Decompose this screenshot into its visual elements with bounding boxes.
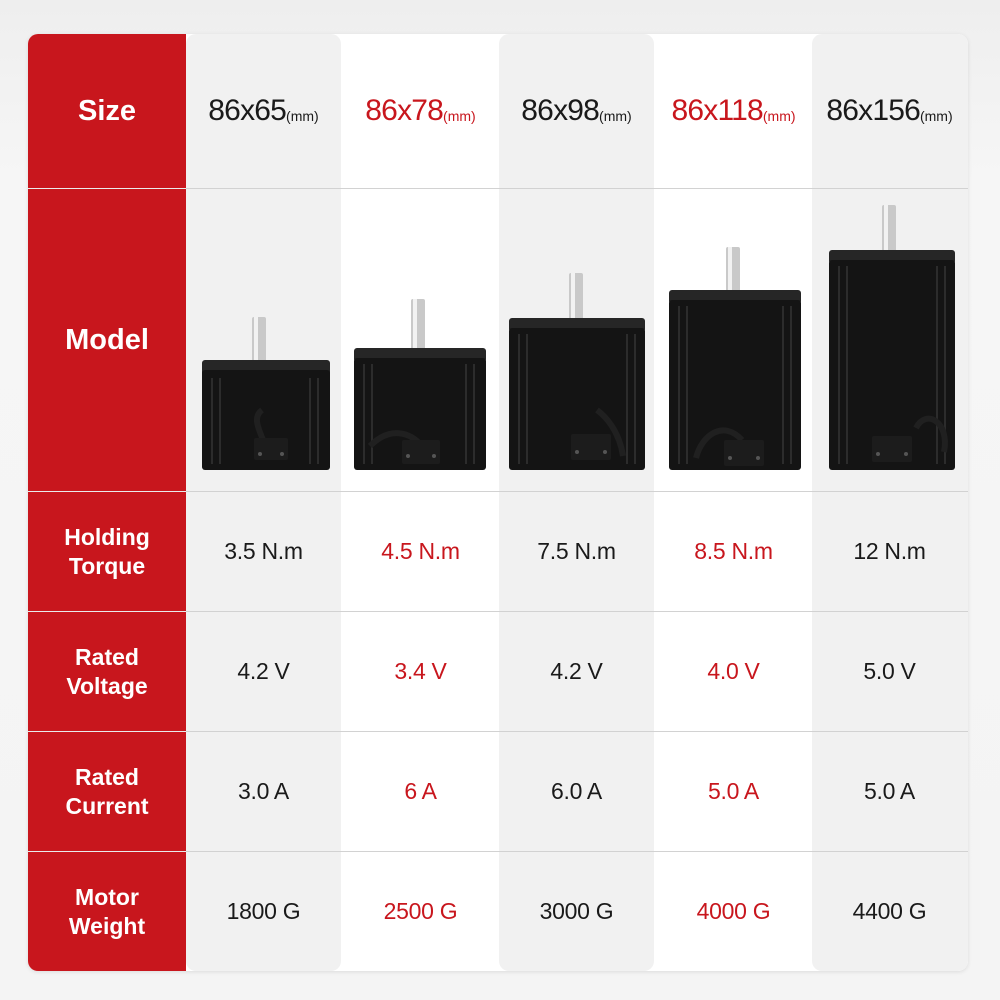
motor-weight-cell: 4000 G	[696, 898, 771, 924]
stepper-motor-86x65-image	[202, 317, 330, 470]
size-cell: 86x65 (mm)	[186, 34, 341, 188]
label-divider	[28, 731, 186, 732]
rated-current-cell: 6.0 A	[551, 778, 602, 804]
size-unit: (mm)	[286, 108, 319, 124]
column-background-3	[499, 34, 654, 971]
motor-weight-cell: 4400 G	[852, 898, 927, 924]
size-value: 86x156	[826, 94, 920, 127]
size-unit: (mm)	[599, 108, 632, 124]
motor-weight-cell: 3000 G	[539, 898, 614, 924]
row-label-holding-torque: Holding Torque	[28, 492, 186, 611]
rated-current-cell: 5.0 A	[864, 778, 915, 804]
row-label-rated-voltage: Rated Voltage	[28, 612, 186, 731]
holding-torque-cell: 3.5 N.m	[224, 538, 303, 564]
row-divider	[28, 611, 968, 612]
row-label-size: Size	[28, 34, 186, 188]
holding-torque-cell: 4.5 N.m	[381, 538, 460, 564]
row-label-column	[28, 34, 186, 971]
label-divider	[28, 611, 186, 612]
size-cell: 86x98 (mm)	[499, 34, 654, 188]
label-divider	[28, 851, 186, 852]
row-label-line: Rated	[75, 643, 139, 670]
row-divider	[28, 851, 968, 852]
row-divider	[28, 188, 968, 189]
row-label-line: Motor	[75, 883, 139, 910]
column-background-2	[341, 34, 499, 971]
size-unit: (mm)	[919, 108, 953, 124]
holding-torque-cell: 7.5 N.m	[537, 538, 616, 564]
rated-current-cell: 6 A	[404, 778, 437, 804]
column-background-1	[186, 34, 341, 971]
motor-weight-cell: 2500 G	[383, 898, 458, 924]
label-divider	[28, 188, 186, 189]
size-cell: 86x156 (mm)	[812, 34, 967, 188]
row-label-model-text: Model	[65, 323, 149, 356]
size-value: 86x118	[671, 94, 763, 127]
stepper-motor-86x156-image	[829, 205, 955, 470]
row-label-line: Weight	[68, 912, 146, 939]
motor-weight-cell: 1800 G	[226, 898, 301, 924]
holding-torque-cell: 12 N.m	[853, 538, 926, 564]
stepper-motor-86x98-image	[509, 273, 645, 470]
row-divider	[28, 491, 968, 492]
label-divider	[28, 491, 186, 492]
row-label-model: Model	[28, 189, 186, 491]
size-unit: (mm)	[762, 108, 796, 124]
row-label-line: Holding	[64, 523, 150, 550]
size-value: 86x78	[365, 94, 444, 127]
rated-voltage-cell: 4.0 V	[707, 658, 760, 684]
size-value: 86x65	[208, 94, 287, 127]
size-value: 86x98	[521, 94, 600, 127]
row-label-line: Rated	[75, 763, 139, 790]
rated-voltage-cell: 4.2 V	[550, 658, 603, 684]
row-divider	[28, 731, 968, 732]
row-label-size-text: Size	[77, 94, 137, 127]
rated-current-cell: 5.0 A	[708, 778, 759, 804]
column-background-4	[654, 34, 812, 971]
rated-current-cell: 3.0 A	[238, 778, 289, 804]
size-unit: (mm)	[443, 108, 476, 124]
row-label-line: Torque	[68, 552, 146, 579]
row-label-rated-current: Rated Current	[28, 732, 186, 851]
rated-voltage-cell: 5.0 V	[863, 658, 916, 684]
spec-table: Size Model Holding Torque Rated Voltage …	[28, 34, 968, 971]
stepper-motor-86x78-image	[354, 299, 486, 470]
rated-voltage-cell: 4.2 V	[237, 658, 290, 684]
row-label-motor-weight: Motor Weight	[28, 852, 186, 971]
stepper-motor-86x118-image	[669, 247, 801, 470]
column-background-5	[812, 34, 968, 971]
size-cell: 86x118 (mm)	[656, 34, 811, 188]
rated-voltage-cell: 3.4 V	[394, 658, 447, 684]
row-label-line: Current	[65, 792, 149, 819]
row-label-line: Voltage	[66, 672, 148, 699]
holding-torque-cell: 8.5 N.m	[694, 538, 773, 564]
size-cell: 86x78 (mm)	[343, 34, 498, 188]
